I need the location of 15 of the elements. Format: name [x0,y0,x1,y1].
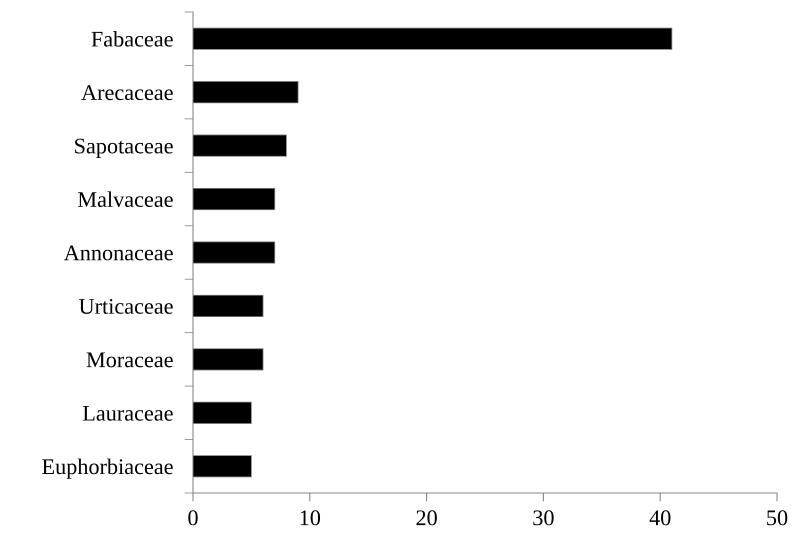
y-tick-label: Sapotaceae [75,138,173,158]
y-tick-label: Moraceae [86,352,173,368]
x-tick-label: 20 [416,510,437,526]
y-tick-label: Urticaceae [79,298,173,314]
y-tick-label: Euphorbiaceae [42,458,173,479]
y-tick-label: Arecaceae [81,85,173,100]
y-tick-label: Annonaceae [64,246,173,260]
y-tick-label: Malvaceae [78,191,173,207]
x-tick-label: 50 [767,510,788,526]
x-tick-label: 40 [650,510,670,526]
x-tick-label: 0 [188,510,198,526]
x-tick-label: 30 [533,510,554,526]
y-tick-label: Lauraceae [82,406,173,421]
x-tick-label: 10 [300,510,320,526]
y-tick-label: Fabaceae [92,31,173,47]
